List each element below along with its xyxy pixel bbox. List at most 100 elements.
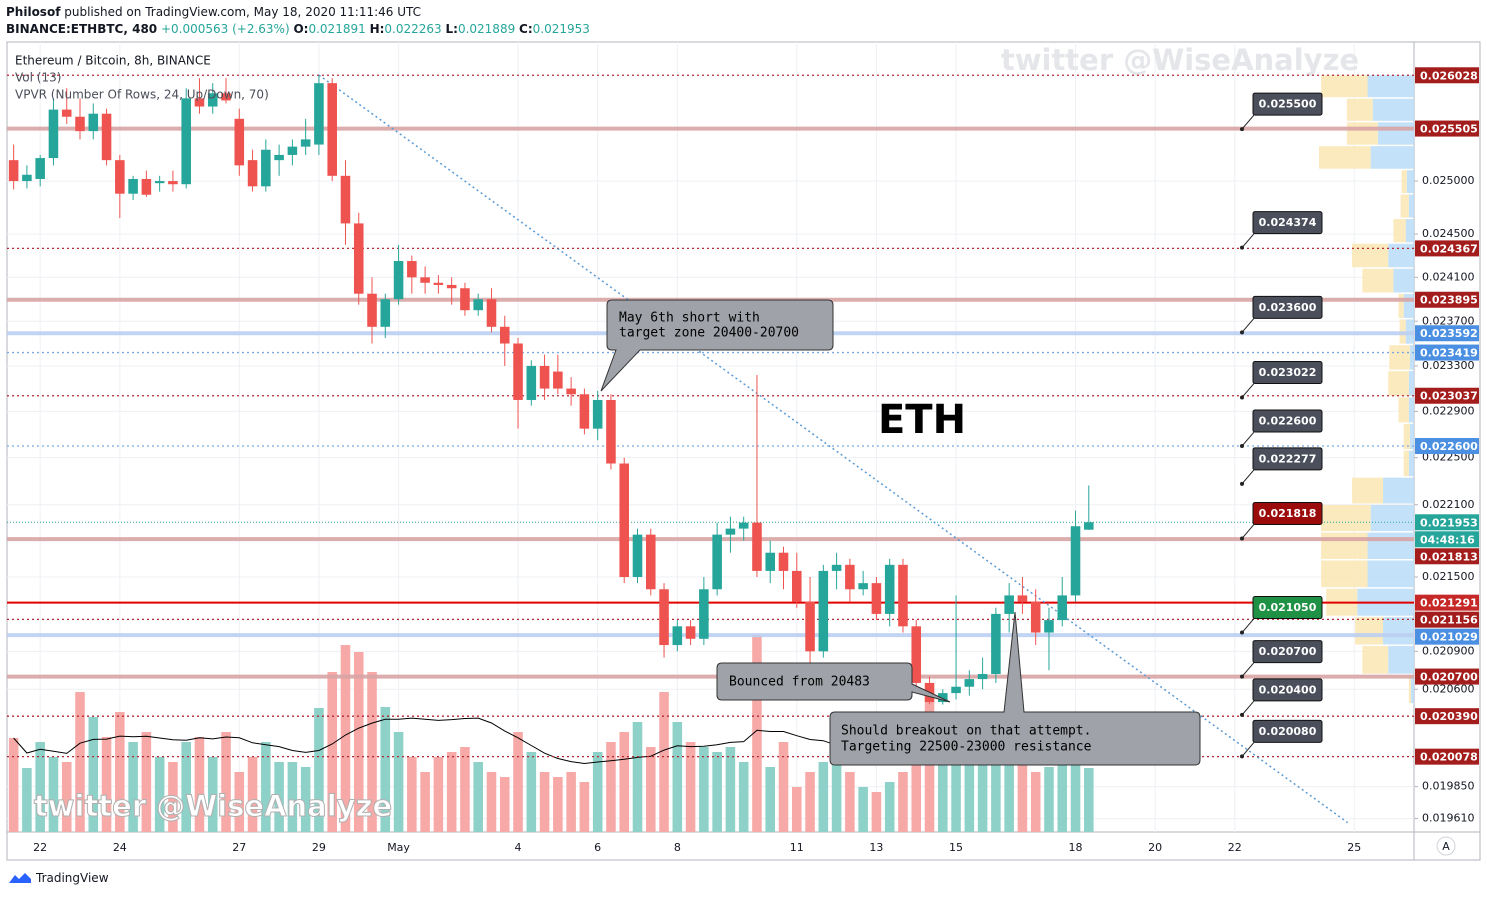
price-label: 0.021156 — [1420, 614, 1478, 627]
callout-text: Targeting 22500-23000 resistance — [841, 740, 1092, 755]
vpvr-up — [1367, 75, 1414, 98]
note-pointer — [1241, 233, 1255, 248]
x-tick-label: 13 — [869, 841, 883, 854]
vpvr-up — [1383, 617, 1414, 645]
vpvr-up — [1408, 371, 1414, 396]
scale-button[interactable] — [1436, 836, 1456, 856]
vpvr-down — [1321, 560, 1368, 588]
callout-text: Bounced from 20483 — [729, 675, 870, 690]
price-label-box — [1415, 548, 1479, 565]
candle-body — [818, 570, 829, 652]
note-pointer — [1241, 469, 1255, 485]
candle-body — [1044, 620, 1054, 633]
chart-title: Ethereum / Bitcoin, 8h, BINANCE — [15, 54, 211, 68]
candle-body — [327, 83, 337, 176]
vpvr-up — [1406, 170, 1414, 194]
volume-bar — [327, 672, 337, 832]
price-label-box — [1415, 438, 1479, 455]
volume-bar — [659, 692, 669, 832]
x-tick-label: 4 — [515, 841, 522, 854]
volume-bar — [8, 738, 19, 832]
candle-body — [579, 394, 590, 429]
chart-frame — [6, 41, 1481, 861]
y-tick-label: 0.019850 — [1422, 780, 1475, 793]
volume-bar — [566, 772, 576, 832]
vpvr-up — [1409, 345, 1414, 370]
candle-body — [61, 109, 72, 117]
x-tick-label: 22 — [33, 841, 47, 854]
price-label-box — [1415, 594, 1479, 611]
vpvr-down — [1393, 219, 1406, 243]
vpvr-down — [1403, 423, 1410, 450]
volume-bar — [261, 742, 271, 832]
volume-bar — [699, 747, 709, 832]
candle-body — [513, 343, 523, 400]
scale-button-label[interactable]: A — [1442, 840, 1450, 853]
callout: May 6th short with target zone 20400-207… — [600, 299, 834, 392]
volume-bar — [791, 787, 802, 832]
candle-body — [115, 160, 125, 194]
note-box — [1252, 719, 1323, 743]
price-label-box — [1415, 628, 1479, 645]
vpvr-down — [1352, 477, 1384, 504]
candle-body — [380, 299, 391, 327]
candle-body — [300, 139, 311, 147]
note-anchor — [1240, 444, 1244, 449]
candle-body — [606, 399, 616, 464]
price-label-box — [1415, 387, 1479, 404]
ohlc-key: H: — [369, 22, 385, 36]
price-label: 0.021291 — [1420, 597, 1478, 610]
volume-bar — [911, 742, 922, 832]
ohlc-key: C: — [519, 22, 533, 36]
vpvr-up — [1410, 675, 1414, 704]
candle-body — [685, 626, 696, 639]
callout-text: Should breakout on that attempt. — [841, 724, 1091, 739]
y-tick-label: 0.024500 — [1422, 227, 1475, 240]
volume-bar — [579, 782, 590, 832]
volume-bar — [977, 762, 988, 832]
note-box — [1252, 640, 1323, 664]
price-label: 0.023895 — [1420, 294, 1478, 307]
price-label: 0.024367 — [1420, 242, 1478, 255]
volume-bar — [168, 762, 178, 832]
price-label: 0.020700 — [1420, 671, 1478, 684]
indicator-label: Vol (13) — [15, 71, 61, 85]
y-tick-label: 0.023300 — [1422, 359, 1475, 372]
volume-bar — [951, 752, 961, 832]
volume-bar — [300, 767, 311, 832]
note-anchor — [1240, 630, 1244, 635]
note-label: 0.021818 — [1259, 507, 1317, 520]
note-label: 0.020080 — [1259, 725, 1317, 738]
candle-body — [938, 693, 948, 703]
price-label-box — [1415, 291, 1479, 308]
note-pointer — [1241, 700, 1255, 716]
candle-body — [805, 601, 815, 652]
note-pointer — [1241, 742, 1255, 757]
x-tick-label: 25 — [1347, 841, 1361, 854]
candle-body — [672, 626, 683, 646]
ohlc-key: O: — [293, 22, 309, 36]
candle-body — [314, 83, 324, 145]
price-label: 0.026028 — [1420, 69, 1478, 82]
candle-body — [1070, 526, 1081, 596]
logo — [9, 873, 31, 883]
volume-bar — [592, 752, 603, 832]
vpvr-down — [1355, 617, 1384, 645]
price-label: 0.023419 — [1420, 347, 1478, 360]
candle-body — [340, 175, 351, 224]
price-label-box — [1415, 344, 1479, 361]
candle-body — [287, 146, 298, 155]
vpvr-up — [1388, 646, 1414, 674]
price-label: 0.023037 — [1420, 390, 1478, 403]
vpvr-down — [1362, 646, 1389, 674]
vpvr-down — [1319, 146, 1371, 169]
candle-body — [778, 552, 789, 571]
publisher: Philosof — [6, 5, 61, 19]
price-label-box — [1415, 748, 1479, 765]
candle-body — [712, 534, 722, 590]
candle-body — [911, 626, 922, 683]
vpvr-up — [1370, 146, 1414, 169]
note-anchor — [1240, 245, 1244, 250]
volume-bar — [1070, 722, 1081, 832]
